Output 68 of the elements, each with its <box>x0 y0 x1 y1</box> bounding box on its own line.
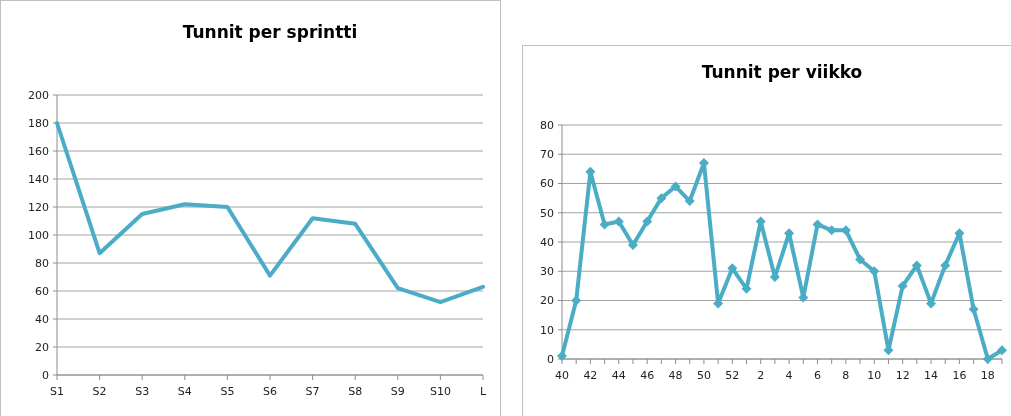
x-tick-label: S8 <box>348 385 363 398</box>
point <box>812 219 823 230</box>
x-tick-label: S1 <box>50 385 64 398</box>
point <box>997 345 1007 356</box>
x-tick-label: 2 <box>757 369 765 382</box>
y-tick-label: 180 <box>28 116 49 130</box>
x-tick-label: 14 <box>924 369 939 382</box>
y-tick-label: 140 <box>28 172 49 186</box>
point <box>727 263 738 274</box>
x-tick-label: S6 <box>263 385 277 398</box>
point <box>571 295 582 306</box>
x-tick-label: S3 <box>135 385 150 398</box>
x-tick-label: S9 <box>390 385 405 398</box>
y-tick-label: 0 <box>547 352 554 366</box>
point <box>670 181 681 192</box>
y-tick-label: 80 <box>35 256 49 270</box>
y-tick-label: 70 <box>540 148 554 162</box>
y-tick-label: 10 <box>540 323 554 337</box>
x-tick-label: 46 <box>640 369 655 382</box>
point <box>656 193 667 204</box>
x-tick-label: S4 <box>177 385 192 398</box>
y-tick-label: 40 <box>35 312 49 326</box>
x-tick-label: 48 <box>668 369 683 382</box>
chart-title: Tunnit per viikko <box>701 62 863 82</box>
x-tick-label: 18 <box>980 369 995 382</box>
x-tick-label: 8 <box>842 369 850 382</box>
point <box>599 219 610 230</box>
point <box>557 351 567 362</box>
point <box>911 260 922 271</box>
point <box>627 239 638 250</box>
x-tick-label: S10 <box>429 385 451 398</box>
point <box>855 254 866 265</box>
y-tick-label: 200 <box>28 88 49 102</box>
y-tick-label: 60 <box>35 284 49 298</box>
x-tick-label: S7 <box>305 385 320 398</box>
point <box>684 196 695 207</box>
y-tick-label: 80 <box>540 118 554 132</box>
point <box>897 280 908 291</box>
x-tick-label: 10 <box>867 369 882 382</box>
y-tick-label: 0 <box>42 368 49 382</box>
point <box>968 304 979 315</box>
point <box>982 354 993 364</box>
x-tick-label: 12 <box>895 369 910 382</box>
y-tick-label: 30 <box>540 265 554 279</box>
y-tick-label: 160 <box>28 144 49 158</box>
y-tick-label: 120 <box>28 200 49 214</box>
y-tick-label: 60 <box>540 177 554 191</box>
y-tick-label: 20 <box>540 294 554 308</box>
point <box>940 260 951 271</box>
x-tick-label: S2 <box>92 385 107 398</box>
x-tick-label: 4 <box>785 369 793 382</box>
x-tick-label: 50 <box>696 369 711 382</box>
point <box>613 216 624 227</box>
line-series <box>55 121 485 305</box>
x-tick-label: S5 <box>220 385 235 398</box>
x-tick-label: L <box>479 385 487 398</box>
y-tick-label: 40 <box>540 235 554 249</box>
x-tick-label: 6 <box>813 369 821 382</box>
x-tick-label: 42 <box>583 369 598 382</box>
y-tick-label: 100 <box>28 228 49 242</box>
x-tick-label: 40 <box>555 369 569 382</box>
x-tick-label: 52 <box>725 369 740 382</box>
x-tick-label: 16 <box>952 369 967 382</box>
x-tick-label: 44 <box>611 369 626 382</box>
point <box>642 216 653 227</box>
chart-title: Tunnit per sprintti <box>182 22 358 42</box>
y-tick-label: 50 <box>540 206 554 220</box>
y-tick-label: 20 <box>35 340 49 354</box>
